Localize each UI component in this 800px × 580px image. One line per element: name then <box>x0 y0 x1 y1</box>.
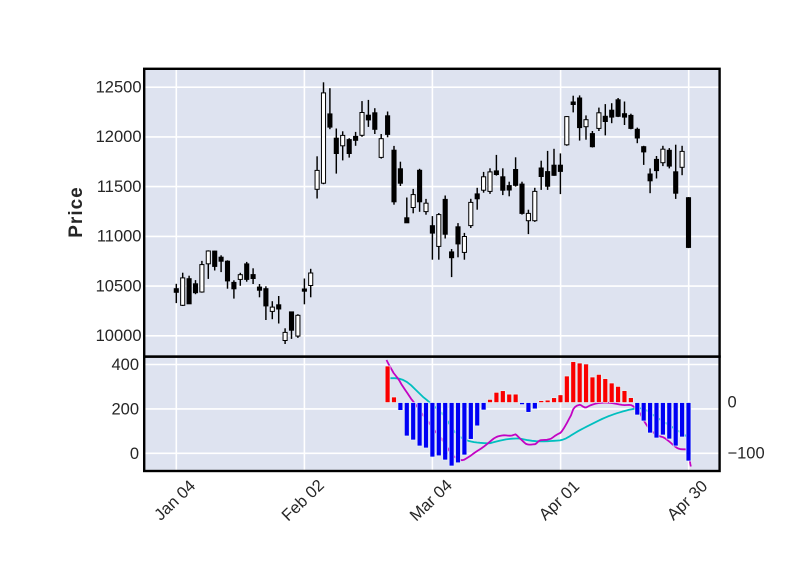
svg-text:200: 200 <box>111 400 139 418</box>
svg-text:11000: 11000 <box>97 228 142 246</box>
svg-text:12500: 12500 <box>96 79 142 97</box>
svg-text:0: 0 <box>728 393 737 411</box>
svg-text:10000: 10000 <box>96 327 142 345</box>
svg-text:12000: 12000 <box>96 128 142 146</box>
svg-text:11500: 11500 <box>97 178 142 196</box>
svg-text:0: 0 <box>130 445 139 463</box>
svg-text:400: 400 <box>111 356 139 374</box>
svg-text:−100: −100 <box>728 444 765 462</box>
svg-text:Price: Price <box>66 186 87 237</box>
svg-text:10500: 10500 <box>96 277 142 295</box>
